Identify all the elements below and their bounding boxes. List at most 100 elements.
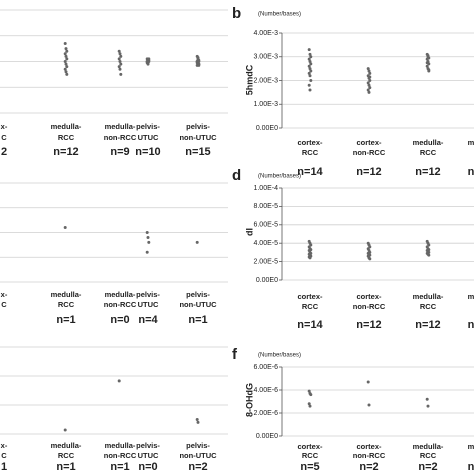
category-label: C: [1, 300, 7, 309]
dot: [147, 240, 151, 244]
dot: [309, 55, 313, 59]
dot: [367, 403, 371, 407]
category-label: RCC: [302, 302, 319, 311]
category-label: m: [468, 442, 474, 451]
dot: [308, 88, 312, 92]
category-label: RCC: [58, 133, 75, 142]
dot: [308, 404, 312, 408]
y-axis-label: 5hmdC: [244, 64, 254, 95]
y-tick-label: 2.00E-3: [253, 77, 278, 84]
dot: [308, 256, 312, 260]
dot: [63, 428, 67, 432]
dot: [195, 240, 199, 244]
category-label: medulla-: [105, 441, 136, 450]
y-tick-label: 4.00E-3: [253, 30, 278, 37]
category-label: pelvis-: [186, 290, 210, 299]
category-label: RCC: [420, 302, 437, 311]
category-label: non-RCC: [104, 451, 137, 460]
category-label: medulla-: [413, 138, 444, 147]
category-label: cortex-: [297, 292, 323, 301]
n-label: n=2: [418, 461, 437, 473]
dot: [309, 62, 313, 66]
category-label: non-RCC: [104, 133, 137, 142]
dot: [63, 226, 67, 230]
dot: [307, 389, 311, 393]
dot: [196, 56, 200, 60]
y-tick-label: 0.00E0: [256, 125, 278, 132]
dot: [367, 83, 371, 87]
category-label: RCC: [58, 300, 75, 309]
dot: [366, 81, 370, 85]
y-tick-label: 3.00E-3: [253, 54, 278, 61]
category-label: non-RCC: [353, 302, 386, 311]
category-label: x-: [1, 290, 8, 299]
dot: [117, 49, 121, 53]
dot: [307, 48, 311, 52]
dot: [118, 67, 122, 71]
category-label: C: [1, 133, 7, 142]
n-label: n=15: [185, 146, 210, 158]
category-label: cortex-: [356, 442, 382, 451]
category-label: medulla-: [51, 441, 82, 450]
dot: [65, 65, 69, 69]
dot: [307, 402, 311, 406]
dot: [426, 54, 430, 58]
dot: [145, 60, 149, 63]
category-label: non-RCC: [353, 451, 386, 460]
dot: [65, 72, 69, 76]
dot: [427, 69, 431, 73]
dot: [309, 393, 313, 397]
category-label: x-: [1, 122, 8, 131]
y-tick-label: 0.00E0: [256, 277, 278, 284]
dot: [117, 57, 121, 61]
n-label: n=2: [188, 461, 207, 473]
dot: [368, 79, 372, 82]
n-label: 2: [1, 146, 7, 158]
category-label: UTUC: [138, 133, 159, 142]
category-label: non-RCC: [104, 300, 137, 309]
dot: [308, 52, 312, 56]
dot: [118, 52, 122, 56]
y-tick-label: 6.00E-5: [253, 222, 278, 229]
dot: [63, 52, 67, 56]
dot: [63, 67, 67, 71]
dot: [367, 69, 371, 73]
dot: [366, 67, 370, 71]
category-label: cortex-: [297, 138, 323, 147]
dot: [65, 49, 69, 53]
dot: [64, 47, 68, 51]
n-label: n=12: [415, 319, 440, 331]
category-label: medulla-: [413, 292, 444, 301]
dot: [426, 404, 430, 408]
category-label: UTUC: [138, 300, 159, 309]
category-label: pelvis-: [136, 441, 160, 450]
dot: [425, 57, 429, 61]
n-label: n=1: [56, 314, 75, 326]
dot: [368, 86, 372, 90]
dot: [195, 60, 199, 63]
dot: [118, 60, 122, 63]
dot: [425, 397, 429, 401]
n-label: n=5: [300, 461, 319, 473]
category-label: RCC: [58, 451, 75, 460]
n-label: n=0: [138, 461, 157, 473]
n-label: n=12: [356, 319, 381, 331]
dot: [146, 235, 150, 239]
dot: [119, 54, 123, 58]
unit-label: (Number/bases): [258, 353, 301, 359]
dot: [307, 57, 311, 61]
n-label: n: [468, 319, 474, 331]
n-label: n: [468, 461, 474, 473]
dot: [119, 72, 123, 76]
dot: [427, 253, 431, 257]
panel-letter: d: [232, 167, 241, 184]
dot: [425, 64, 429, 68]
y-tick-label: 1.00E-4: [253, 185, 278, 192]
unit-label: (Number/bases): [258, 174, 301, 180]
category-label: cortex-: [356, 292, 382, 301]
dot: [64, 54, 68, 58]
dot: [368, 71, 372, 75]
category-label: C: [1, 451, 7, 460]
category-label: non-UTUC: [179, 133, 217, 142]
